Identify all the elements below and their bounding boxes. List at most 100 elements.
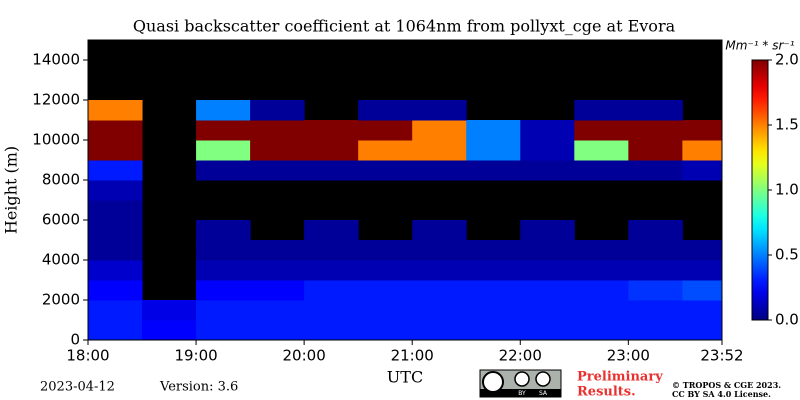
heat-cell [682,320,723,341]
heat-cell [628,280,683,301]
heat-cell [628,220,683,241]
x-tick-label: 21:00 [391,347,434,365]
heat-cell [682,120,723,141]
copyright: CC BY SA 4.0 License. [672,389,771,399]
heat-cell [88,260,143,281]
heat-cell [196,100,251,121]
heat-cell [628,300,683,321]
heat-cell [628,260,683,281]
heat-cell [574,160,629,181]
heat-cell [88,120,143,141]
heat-cell [682,280,723,301]
heat-cell [574,300,629,321]
heat-cell [304,240,359,261]
x-tick-label: 22:00 [499,347,542,365]
badge-by: BY [518,390,526,397]
y-axis-label: Height (m) [2,146,21,234]
heat-cell [250,280,305,301]
heat-cell [196,140,251,161]
heat-cell [412,320,467,341]
notice: Preliminary [577,370,663,385]
heat-cell [466,140,521,161]
x-tick-label: 20:00 [283,347,326,365]
colorbar-tick-label: 0.0 [775,311,799,329]
heat-cell [412,240,467,261]
cc-icon [482,371,504,393]
x-tick-label: 19:00 [174,347,217,365]
heat-cell [196,300,251,321]
x-tick-label: 23:00 [607,347,650,365]
colorbar-tick-label: 2.0 [775,51,799,69]
y-tick-label: 12000 [32,91,80,109]
heat-cell [142,320,197,341]
heat-cell [304,260,359,281]
heat-cell [628,100,683,121]
copyright: © TROPOS & CGE 2023. [672,380,781,390]
heat-cell [520,300,575,321]
heat-cell [412,120,467,141]
x-tick-label: 18:00 [66,347,109,365]
x-tick-label: 23:52 [700,347,743,365]
chart-title: Quasi backscatter coefficient at 1064nm … [133,17,676,36]
heat-cell [412,220,467,241]
heat-cell [250,160,305,181]
heat-cell [88,140,143,161]
heat-cell [250,260,305,281]
heat-cell [574,260,629,281]
y-tick-label: 2000 [42,291,80,309]
sa-icon [535,371,551,387]
heat-cell [304,320,359,341]
heat-cell [628,160,683,181]
heat-cell [520,240,575,261]
heat-cell [88,200,143,221]
heat-cell [520,120,575,141]
heat-cell [250,240,305,261]
notice: Results. [577,385,636,400]
heat-cell [520,280,575,301]
heat-cell [574,100,629,121]
heat-cell [358,260,413,281]
heat-cell [466,300,521,321]
heat-cell [682,240,723,261]
heat-cell [412,300,467,321]
plot-frame [87,39,723,341]
heat-cell [520,160,575,181]
heat-cell [88,100,143,121]
heat-cell [574,120,629,141]
heat-cell [88,180,143,201]
heat-cell [412,140,467,161]
heat-cell [304,140,359,161]
heat-cell [358,300,413,321]
heat-cell [250,120,305,141]
license-badge: BY SA [479,369,562,398]
heat-cell [682,160,723,181]
heat-cell [682,300,723,321]
colorbar-tick-label: 1.0 [775,181,799,199]
heat-cell [358,320,413,341]
badge-sa: SA [539,390,548,397]
heat-cell [466,320,521,341]
heat-cell [196,160,251,181]
by-icon [514,371,530,387]
colorbar [751,59,769,321]
heat-cell [628,120,683,141]
heat-cell [358,140,413,161]
colorbar-tick-label: 1.5 [775,116,799,134]
heat-cell [682,140,723,161]
heat-cell [196,260,251,281]
heat-cell [358,100,413,121]
heat-cell [466,260,521,281]
heat-cell [250,100,305,121]
heat-cell [520,220,575,241]
heat-cell [358,120,413,141]
heat-cell [304,160,359,181]
heat-cell [358,280,413,301]
heat-cell [466,160,521,181]
heat-cell [304,300,359,321]
badge-strip [480,389,561,397]
heat-cell [196,280,251,301]
version: Version: 3.6 [159,380,238,395]
heat-cell [574,240,629,261]
heat-cell [520,260,575,281]
heat-cell [250,140,305,161]
